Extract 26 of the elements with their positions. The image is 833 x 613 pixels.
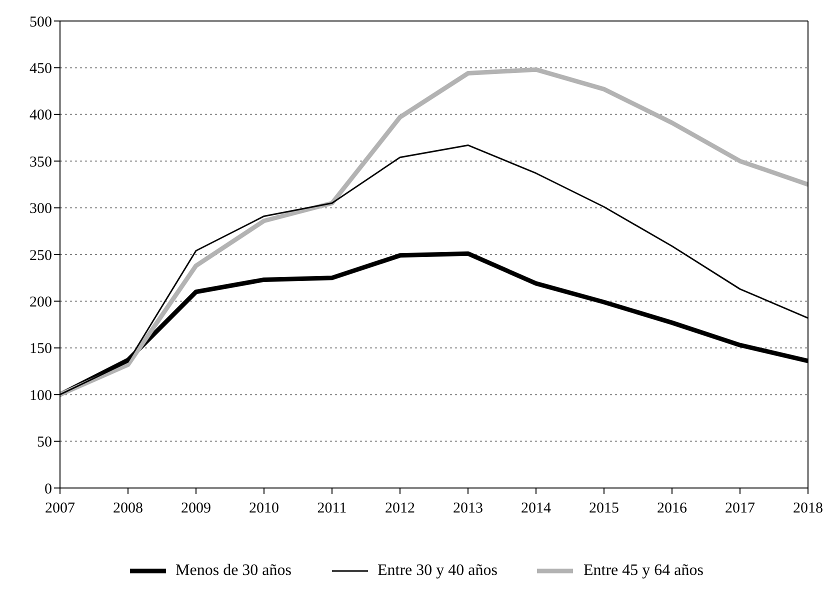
y-tick-label: 50 bbox=[37, 434, 52, 451]
x-tick-label: 2011 bbox=[317, 500, 347, 517]
y-tick-label: 150 bbox=[30, 341, 52, 358]
y-tick-label: 350 bbox=[30, 154, 52, 170]
x-tick-label: 2007 bbox=[45, 500, 76, 517]
x-tick-label: 2013 bbox=[453, 500, 483, 517]
x-tick-label: 2008 bbox=[113, 500, 143, 517]
y-tick-label: 450 bbox=[30, 61, 52, 78]
legend-label: Entre 30 y 40 años bbox=[378, 562, 498, 580]
x-tick-label: 2015 bbox=[589, 500, 619, 517]
y-tick-label: 500 bbox=[30, 14, 52, 30]
legend-label: Entre 45 y 64 años bbox=[583, 562, 704, 580]
y-tick-label: 300 bbox=[30, 201, 52, 218]
x-tick-label: 2018 bbox=[793, 500, 823, 517]
x-tick-label: 2009 bbox=[181, 500, 211, 517]
y-tick-label: 200 bbox=[30, 294, 52, 311]
y-tick-label: 250 bbox=[30, 248, 52, 264]
x-tick-label: 2017 bbox=[725, 500, 756, 517]
y-tick-label: 100 bbox=[30, 388, 52, 404]
x-tick-label: 2010 bbox=[249, 500, 279, 517]
x-tick-label: 2012 bbox=[385, 500, 415, 517]
x-tick-label: 2014 bbox=[521, 500, 552, 517]
y-tick-label: 0 bbox=[44, 481, 52, 498]
legend-label: Menos de 30 años bbox=[176, 562, 292, 580]
y-tick-label: 400 bbox=[30, 108, 52, 124]
x-tick-label: 2016 bbox=[657, 500, 688, 517]
